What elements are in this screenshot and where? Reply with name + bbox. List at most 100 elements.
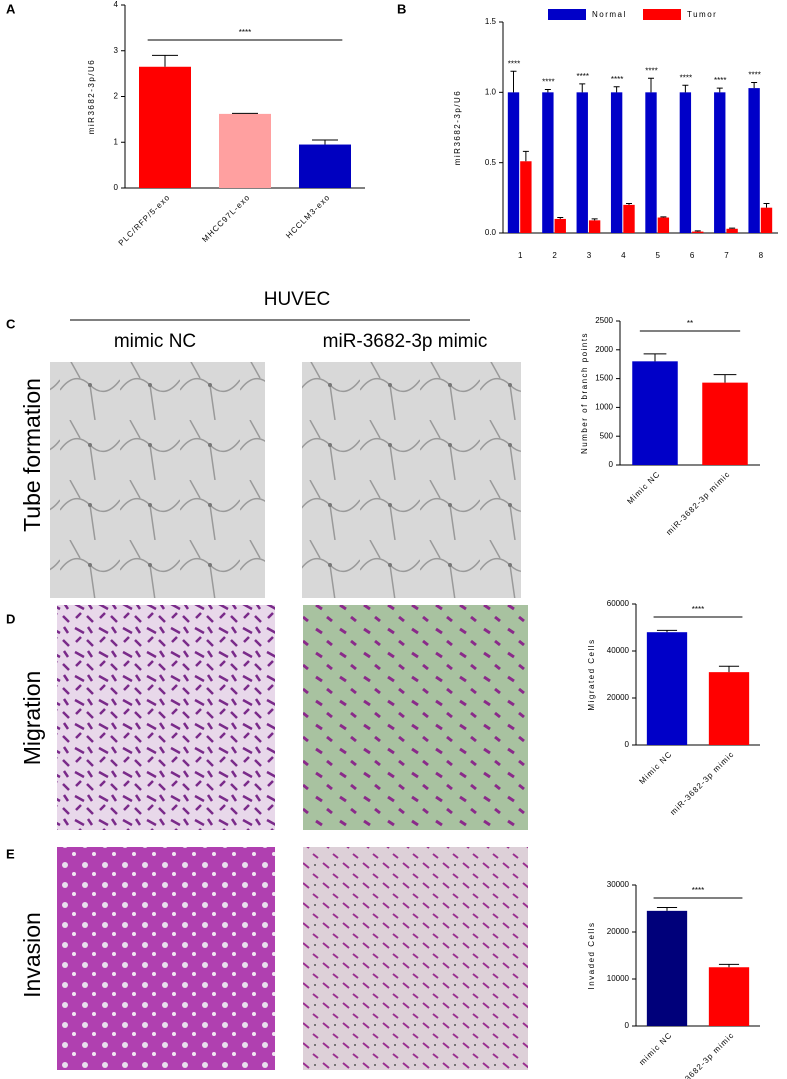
significance-label: **	[687, 319, 693, 328]
bar	[646, 910, 688, 1026]
error-bar	[643, 353, 667, 362]
panel-letter: D	[6, 611, 15, 626]
row-title: Migration	[19, 671, 45, 766]
panel-letter: E	[6, 846, 15, 861]
bar	[692, 231, 704, 233]
legend-label: Tumor	[687, 10, 717, 19]
y-tick-label: 20000	[607, 693, 630, 702]
x-tick-label: miR-3682-3p mimic	[664, 470, 731, 537]
group-title: HUVEC	[264, 289, 331, 310]
error-bar	[626, 202, 632, 205]
bar	[139, 66, 191, 188]
y-tick-label: 0.0	[485, 228, 497, 237]
y-tick-label: 2	[114, 92, 119, 101]
error-bar	[716, 87, 723, 93]
bar	[657, 217, 670, 233]
y-tick-label: 1	[114, 137, 119, 146]
x-tick-label: Mimic NC	[625, 470, 662, 507]
x-tick-label: 5	[655, 251, 660, 260]
x-tick-label: 8	[759, 251, 764, 260]
column-title: mimic NC	[114, 331, 196, 352]
y-tick-label: 0	[625, 1021, 630, 1030]
significance-label: ****	[692, 886, 704, 895]
x-tick-label: PLC/RFP/5-exo	[117, 193, 172, 248]
x-tick-label: 3	[587, 251, 592, 260]
y-axis-label: miR3682-3p/U6	[87, 59, 96, 135]
y-tick-label: 40000	[607, 646, 630, 655]
error-bar	[694, 230, 701, 232]
y-tick-label: 60000	[607, 599, 630, 608]
x-tick-label: 4	[621, 251, 626, 260]
micrograph	[302, 362, 521, 598]
x-tick-label: 2	[552, 251, 557, 260]
x-tick-label: 1	[518, 251, 523, 260]
bar	[702, 382, 748, 465]
bar	[714, 92, 726, 233]
x-tick-label: miR-3682-3p mimic	[668, 750, 735, 817]
error-bar	[557, 217, 564, 219]
bar	[748, 88, 760, 233]
y-axis-label: Number of branch points	[580, 332, 589, 454]
error-bar	[656, 629, 678, 633]
bar	[299, 144, 351, 188]
error-bar	[591, 218, 598, 221]
x-tick-label: HCCLM3-exo	[284, 193, 332, 241]
error-bar	[613, 86, 620, 93]
y-tick-label: 10000	[607, 974, 630, 983]
micrograph	[303, 605, 528, 830]
error-bar	[510, 70, 517, 93]
y-tick-label: 1.5	[485, 17, 497, 26]
y-tick-label: 30000	[607, 880, 630, 889]
bar	[219, 113, 271, 188]
error-bar	[713, 374, 737, 383]
error-bar	[312, 139, 338, 145]
y-tick-label: 3	[114, 46, 119, 55]
y-tick-label: 0.5	[485, 158, 497, 167]
y-tick-label: 0	[114, 183, 119, 192]
significance-label: ****	[577, 72, 589, 81]
panel-letter: A	[6, 1, 16, 16]
bar	[726, 228, 738, 233]
y-tick-label: 20000	[607, 927, 630, 936]
y-tick-label: 2500	[595, 316, 613, 325]
error-bar	[648, 77, 654, 93]
significance-label: ****	[239, 28, 251, 37]
significance-label: ****	[714, 76, 726, 85]
bar	[708, 967, 750, 1026]
micrograph	[303, 847, 528, 1070]
x-tick-label: 7	[724, 251, 729, 260]
micrograph	[50, 362, 265, 598]
y-tick-label: 1.0	[485, 87, 497, 96]
row-title: Invasion	[19, 912, 45, 998]
column-title: miR-3682-3p mimic	[323, 331, 488, 352]
legend-label: Normal	[592, 10, 627, 19]
x-tick-label: Mimic NC	[637, 750, 674, 787]
panel-letter: B	[397, 1, 406, 16]
x-tick-label: miR-3682-3p mimic	[668, 1031, 735, 1079]
error-bar	[718, 665, 740, 673]
panel-letter: C	[6, 316, 16, 331]
bar	[507, 92, 520, 233]
bar	[708, 672, 750, 745]
error-bar	[751, 81, 758, 89]
significance-label: ****	[611, 75, 623, 84]
row-title: Tube formation	[19, 378, 45, 532]
error-bar	[763, 202, 770, 208]
error-bar	[729, 227, 736, 229]
bar	[576, 92, 588, 233]
bar	[588, 220, 601, 233]
x-tick-label: MHCC97L-exo	[200, 193, 252, 245]
y-tick-label: 2000	[595, 345, 613, 354]
bar	[520, 161, 532, 233]
error-bar	[544, 89, 551, 93]
bar	[679, 92, 692, 233]
micrograph	[57, 847, 275, 1070]
significance-label: ****	[508, 59, 520, 68]
x-tick-label: 6	[690, 251, 695, 260]
y-tick-label: 1000	[595, 403, 613, 412]
bar	[632, 361, 678, 465]
significance-label: ****	[748, 71, 760, 80]
bar	[542, 92, 554, 233]
y-tick-label: 500	[600, 431, 614, 440]
y-tick-label: 0	[609, 460, 614, 469]
